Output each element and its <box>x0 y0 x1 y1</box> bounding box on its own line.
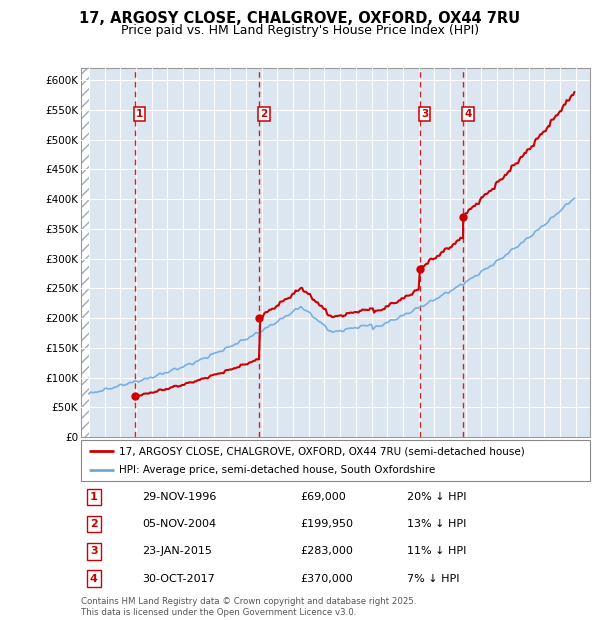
Text: 20% ↓ HPI: 20% ↓ HPI <box>407 492 466 502</box>
Text: £370,000: £370,000 <box>300 574 353 583</box>
Text: 3: 3 <box>421 109 428 119</box>
Text: £69,000: £69,000 <box>300 492 346 502</box>
Text: 17, ARGOSY CLOSE, CHALGROVE, OXFORD, OX44 7RU: 17, ARGOSY CLOSE, CHALGROVE, OXFORD, OX4… <box>79 11 521 25</box>
Text: Price paid vs. HM Land Registry's House Price Index (HPI): Price paid vs. HM Land Registry's House … <box>121 24 479 37</box>
Text: 11% ↓ HPI: 11% ↓ HPI <box>407 546 466 556</box>
Text: 1: 1 <box>136 109 143 119</box>
Text: 30-OCT-2017: 30-OCT-2017 <box>142 574 215 583</box>
Text: 2: 2 <box>260 109 268 119</box>
Text: 4: 4 <box>90 574 98 583</box>
Polygon shape <box>81 68 89 437</box>
Text: £199,950: £199,950 <box>300 520 353 529</box>
Text: 17, ARGOSY CLOSE, CHALGROVE, OXFORD, OX44 7RU (semi-detached house): 17, ARGOSY CLOSE, CHALGROVE, OXFORD, OX4… <box>119 446 525 456</box>
Text: 7% ↓ HPI: 7% ↓ HPI <box>407 574 459 583</box>
Text: 13% ↓ HPI: 13% ↓ HPI <box>407 520 466 529</box>
Text: 1: 1 <box>90 492 98 502</box>
Text: HPI: Average price, semi-detached house, South Oxfordshire: HPI: Average price, semi-detached house,… <box>119 464 436 475</box>
Text: 2: 2 <box>90 520 98 529</box>
Text: 05-NOV-2004: 05-NOV-2004 <box>142 520 216 529</box>
Text: Contains HM Land Registry data © Crown copyright and database right 2025.
This d: Contains HM Land Registry data © Crown c… <box>81 598 416 617</box>
Text: 23-JAN-2015: 23-JAN-2015 <box>142 546 212 556</box>
Text: £283,000: £283,000 <box>300 546 353 556</box>
Text: 3: 3 <box>90 546 98 556</box>
Text: 29-NOV-1996: 29-NOV-1996 <box>142 492 217 502</box>
Text: 4: 4 <box>464 109 472 119</box>
